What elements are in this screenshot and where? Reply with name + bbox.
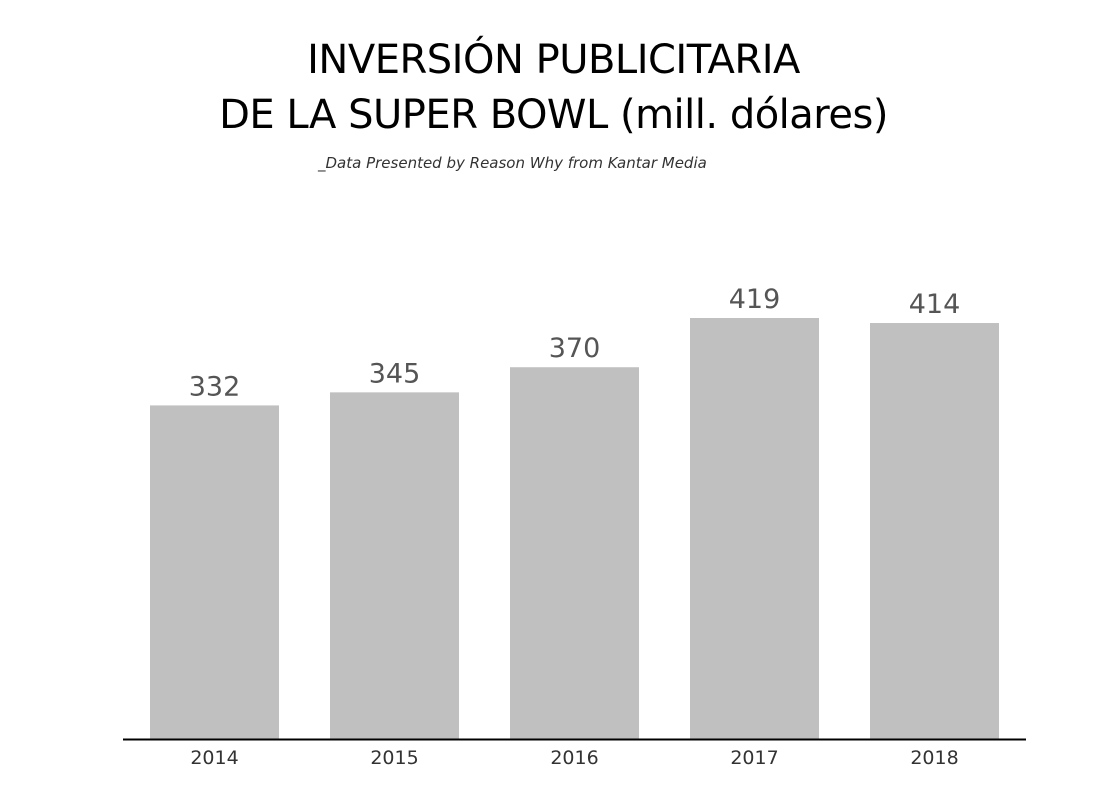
value-label-2017: 419 xyxy=(729,284,781,315)
chart-title-line-1: INVERSIÓN PUBLICITARIA xyxy=(307,37,800,83)
x-tick-label-2015: 2015 xyxy=(370,747,418,769)
bar-2014 xyxy=(150,405,279,739)
bar-2018 xyxy=(870,323,999,739)
bar-2015 xyxy=(330,392,459,739)
x-tick-label-2014: 2014 xyxy=(190,747,238,769)
bar-2016 xyxy=(510,367,639,739)
chart-title-line-2: DE LA SUPER BOWL (mill. dólares) xyxy=(219,92,888,138)
chart-subtitle: _Data Presented by Reason Why from Kanta… xyxy=(318,154,707,172)
value-label-2014: 332 xyxy=(189,371,241,402)
x-tick-label-2016: 2016 xyxy=(550,747,598,769)
value-label-2015: 345 xyxy=(369,358,421,389)
value-label-2016: 370 xyxy=(549,333,601,364)
x-tick-label-2018: 2018 xyxy=(910,747,958,769)
bar-2017 xyxy=(690,318,819,739)
x-tick-label-2017: 2017 xyxy=(730,747,778,769)
value-label-2018: 414 xyxy=(909,289,961,320)
